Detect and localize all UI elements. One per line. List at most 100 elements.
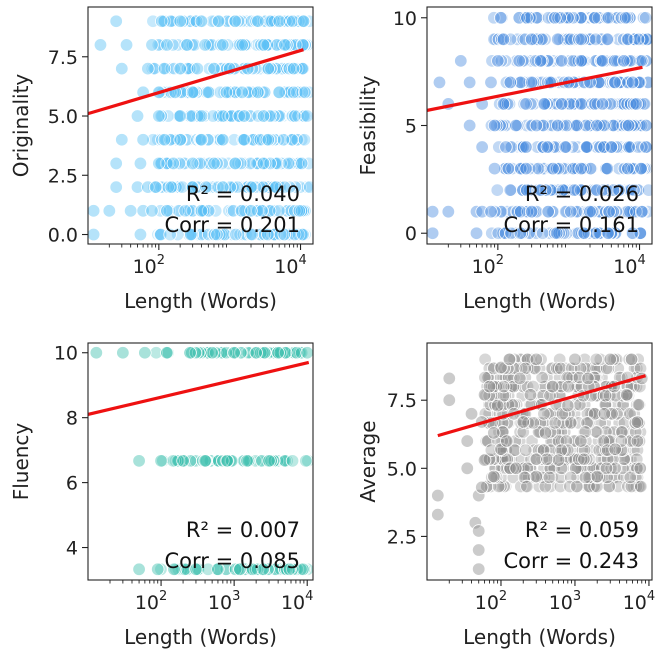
- data-point: [496, 97, 511, 111]
- data-point: [510, 32, 525, 47]
- x-tick-label: 102: [475, 589, 507, 614]
- data-point: [161, 109, 175, 123]
- data-point: [141, 180, 155, 194]
- axes-frame: [87, 342, 314, 581]
- data-point: [157, 61, 172, 76]
- data-point: [269, 180, 283, 194]
- data-point: [189, 14, 204, 28]
- data-point: [278, 454, 292, 468]
- data-point: [251, 85, 265, 100]
- data-point: [523, 388, 538, 402]
- data-point: [526, 379, 540, 394]
- data-point: [542, 470, 557, 485]
- data-point: [201, 562, 215, 576]
- data-point: [472, 488, 486, 503]
- data-point: [168, 133, 182, 147]
- data-point: [132, 454, 146, 468]
- data-point: [600, 161, 614, 176]
- data-point: [634, 54, 649, 68]
- data-point: [589, 352, 603, 367]
- data-point: [535, 226, 550, 240]
- data-point: [469, 226, 484, 240]
- data-point: [620, 388, 634, 403]
- x-tick-exponent: 4: [647, 589, 655, 604]
- data-point: [638, 11, 652, 25]
- x-tick-exponent: 4: [298, 253, 306, 268]
- data-point: [163, 133, 177, 147]
- data-point: [563, 479, 577, 494]
- data-point: [263, 204, 277, 218]
- data-point: [264, 133, 279, 147]
- regression-line: [88, 48, 304, 116]
- y-axis-label: Feasibility: [356, 75, 380, 175]
- data-point: [256, 562, 270, 576]
- data-point: [256, 38, 271, 52]
- data-point: [297, 109, 312, 123]
- data-point: [300, 109, 313, 123]
- y-tick-label: 2.5: [48, 165, 78, 187]
- data-point: [535, 32, 549, 47]
- data-point: [202, 61, 216, 76]
- data-point: [185, 180, 200, 194]
- data-point: [472, 562, 486, 576]
- data-point: [216, 133, 230, 147]
- data-point: [198, 38, 212, 52]
- data-point: [219, 346, 234, 360]
- data-point: [475, 140, 489, 154]
- data-point: [514, 361, 529, 376]
- data-point: [545, 204, 560, 219]
- data-point: [633, 226, 648, 240]
- data-point: [166, 454, 180, 468]
- y-tick-label: 5: [405, 116, 417, 138]
- data-point: [208, 346, 223, 360]
- x-tick-base: 10: [549, 592, 573, 614]
- data-point: [520, 379, 535, 394]
- data-point: [632, 75, 647, 90]
- data-point: [574, 32, 588, 47]
- data-point: [273, 180, 288, 194]
- data-point: [282, 85, 296, 100]
- data-point: [541, 204, 555, 219]
- data-point: [202, 156, 217, 171]
- data-point: [115, 61, 129, 76]
- data-point: [89, 346, 104, 360]
- r-squared-annotation: R² = 0.059: [525, 518, 639, 542]
- r-squared-annotation: R² = 0.026: [525, 182, 639, 206]
- data-point: [595, 54, 610, 68]
- data-point: [469, 204, 484, 219]
- x-tick-exponent: 3: [232, 589, 240, 604]
- data-point: [431, 488, 445, 503]
- data-point: [513, 226, 528, 240]
- data-point: [277, 227, 291, 242]
- data-point: [566, 54, 580, 68]
- data-point: [537, 97, 551, 111]
- data-point: [477, 453, 492, 467]
- data-point: [554, 361, 568, 376]
- data-point: [282, 180, 297, 194]
- data-point: [494, 11, 508, 25]
- data-point: [536, 140, 550, 154]
- data-point: [599, 204, 613, 219]
- data-point: [251, 109, 265, 123]
- data-point: [520, 204, 535, 219]
- correlation-annotation: Corr = 0.161: [504, 213, 639, 237]
- data-point: [261, 227, 275, 242]
- x-tick-label: 104: [613, 253, 645, 278]
- data-point: [494, 360, 508, 375]
- data-point: [288, 109, 302, 123]
- data-point: [597, 407, 612, 421]
- points-layer: [431, 352, 649, 576]
- data-point: [183, 346, 197, 360]
- data-point: [577, 452, 591, 466]
- data-point: [587, 407, 602, 421]
- data-point: [180, 38, 194, 52]
- data-point: [183, 454, 198, 468]
- data-point: [270, 38, 284, 52]
- data-point: [278, 346, 293, 360]
- data-point: [154, 227, 168, 242]
- data-point: [551, 32, 565, 47]
- data-point: [216, 38, 230, 52]
- data-point: [300, 346, 313, 360]
